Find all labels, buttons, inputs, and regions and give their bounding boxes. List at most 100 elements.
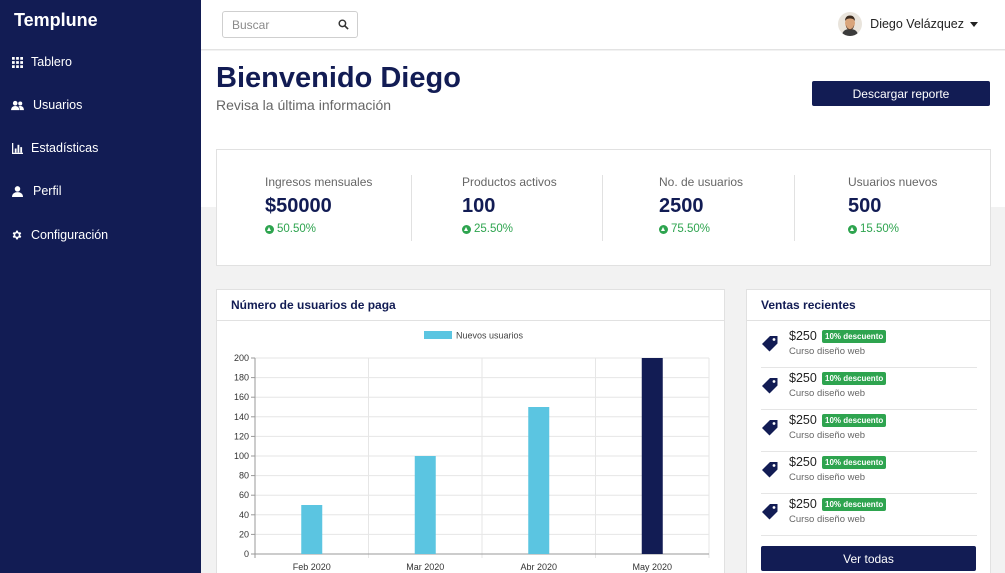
discount-badge: 10% descuento: [822, 414, 887, 427]
bar: [528, 407, 550, 554]
sidebar-item-usuarios[interactable]: Usuarios: [11, 98, 82, 112]
stat-change: 75.50%: [659, 223, 710, 235]
y-tick-label: 100: [234, 451, 249, 461]
discount-badge: 10% descuento: [822, 330, 887, 343]
paid-users-chart-card: Número de usuarios de paga 0 20 40 60 80 100 1…: [216, 289, 725, 573]
stat-label: No. de usuarios: [659, 175, 744, 189]
divider: [217, 320, 724, 321]
y-tick-label: 140: [234, 412, 249, 422]
stat-change-value: 15.50%: [860, 223, 900, 235]
sale-price: $250: [789, 413, 817, 427]
users-icon: [11, 99, 24, 111]
arrow-up-circle-icon: [265, 224, 274, 234]
arrow-up-circle-icon: [659, 224, 668, 234]
tag-icon: [762, 504, 778, 520]
y-tick-label: 20: [239, 529, 249, 539]
search-icon[interactable]: [338, 19, 349, 30]
y-tick-label: 80: [239, 471, 249, 481]
sidebar: Templune Tablero Usuarios Estadísticas P…: [0, 0, 201, 573]
sidebar-item-label: Usuarios: [33, 98, 83, 112]
page-title: Bienvenido Diego: [216, 62, 461, 94]
sidebar-item-configuracion[interactable]: Configuración: [11, 228, 108, 242]
sale-price: $250: [789, 329, 817, 343]
grid-icon: [11, 56, 23, 68]
divider: [602, 175, 603, 241]
x-tick-label: May 2020: [632, 562, 672, 572]
sidebar-item-perfil[interactable]: Perfil: [11, 184, 61, 198]
sale-course: Curso diseño web: [789, 514, 866, 525]
sidebar-item-label: Perfil: [33, 184, 62, 198]
legend-swatch: [424, 331, 452, 339]
y-tick-label: 200: [234, 353, 249, 363]
x-tick-label: Abr 2020: [520, 562, 557, 572]
user-menu[interactable]: Diego Velázquez: [838, 12, 978, 36]
list-item[interactable]: $250 10% descuento Curso diseño web: [761, 326, 977, 368]
search-box[interactable]: [222, 11, 358, 38]
bar-chart: 0 20 40 60 80 100 120 140 160 180 200 Feb 2020 Mar 2…: [234, 331, 710, 572]
avatar[interactable]: [838, 12, 863, 36]
sale-course: Curso diseño web: [789, 472, 866, 483]
stat-change: 25.50%: [462, 223, 513, 235]
bar: [414, 456, 436, 554]
stat-value: 500: [848, 195, 882, 217]
sidebar-item-label: Estadísticas: [31, 141, 99, 155]
sidebar-item-label: Configuración: [31, 228, 109, 242]
discount-badge: 10% descuento: [822, 456, 887, 469]
tag-icon: [762, 336, 778, 352]
stat-value: 2500: [659, 195, 704, 217]
sale-course: Curso diseño web: [789, 430, 866, 441]
legend-label: Nuevos usuarios: [456, 331, 524, 341]
stats-card: Ingresos mensuales $50000 50.50% Product…: [216, 149, 991, 266]
tag-icon: [762, 420, 778, 436]
gear-icon: [11, 229, 23, 241]
stat-change: 50.50%: [265, 223, 316, 235]
stat-change-value: 50.50%: [277, 223, 317, 235]
stat-value: 100: [462, 195, 496, 217]
sidebar-item-label: Tablero: [31, 55, 72, 69]
list-item[interactable]: $250 10% descuento Curso diseño web: [761, 452, 977, 494]
y-tick-label: 160: [234, 392, 249, 402]
stat-label: Ingresos mensuales: [265, 175, 373, 189]
brand-logo: Templune: [14, 10, 98, 30]
recent-sales-card: Ventas recientes $250 10% descuento Curs…: [746, 289, 991, 573]
arrow-up-circle-icon: [462, 224, 471, 234]
arrow-up-circle-icon: [848, 224, 857, 234]
view-all-button[interactable]: Ver todas: [761, 546, 976, 571]
y-tick-label: 40: [239, 510, 249, 520]
discount-badge: 10% descuento: [822, 372, 887, 385]
bar: [301, 505, 323, 554]
sidebar-item-estadisticas[interactable]: Estadísticas: [11, 141, 98, 155]
user-name[interactable]: Diego Velázquez: [870, 17, 964, 31]
bar: [641, 358, 663, 554]
list-item[interactable]: $250 10% descuento Curso diseño web: [761, 410, 977, 452]
sale-price: $250: [789, 371, 817, 385]
chevron-down-icon[interactable]: [970, 21, 978, 27]
stat-value: $50000: [265, 195, 332, 217]
sale-price: $250: [789, 497, 817, 511]
x-tick-label: Feb 2020: [293, 562, 331, 572]
list-item[interactable]: $250 10% descuento Curso diseño web: [761, 368, 977, 410]
x-tick-label: Mar 2020: [406, 562, 444, 572]
top-bar: Diego Velázquez: [201, 0, 1005, 50]
divider: [794, 175, 795, 241]
tag-icon: [762, 378, 778, 394]
sale-course: Curso diseño web: [789, 388, 866, 399]
sales-card-title: Ventas recientes: [761, 298, 856, 312]
y-tick-label: 0: [244, 549, 249, 559]
search-input[interactable]: [223, 17, 333, 32]
y-tick-label: 60: [239, 490, 249, 500]
sidebar-item-tablero[interactable]: Tablero: [11, 55, 72, 69]
stat-change-value: 25.50%: [474, 223, 514, 235]
divider: [747, 320, 990, 321]
user-icon: [11, 185, 23, 197]
divider: [411, 175, 412, 241]
list-item[interactable]: $250 10% descuento Curso diseño web: [761, 494, 977, 536]
download-report-button[interactable]: Descargar reporte: [812, 81, 990, 106]
stat-label: Usuarios nuevos: [848, 175, 938, 189]
sale-course: Curso diseño web: [789, 346, 866, 357]
page-subtitle: Revisa la última información: [216, 97, 392, 113]
tag-icon: [762, 462, 778, 478]
chart-card-title: Número de usuarios de paga: [231, 298, 396, 312]
stat-label: Productos activos: [462, 175, 557, 189]
discount-badge: 10% descuento: [822, 498, 887, 511]
